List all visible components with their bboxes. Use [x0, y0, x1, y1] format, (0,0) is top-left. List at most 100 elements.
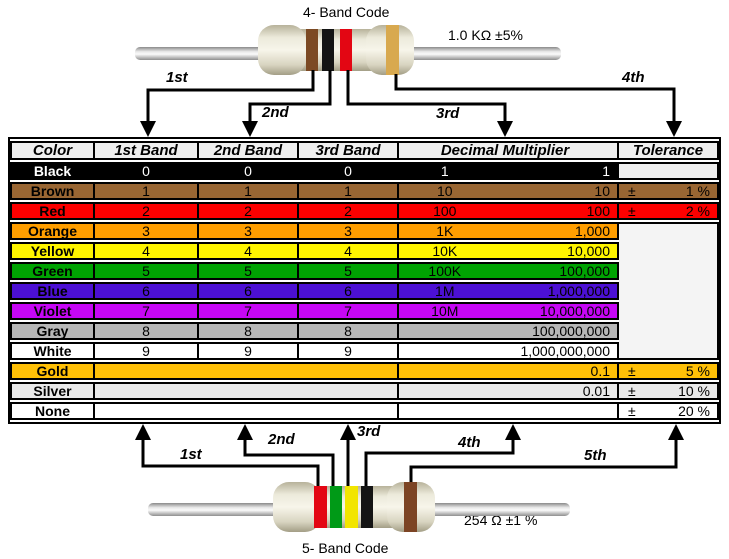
color-row-green: Green 5 5 5 100K 100,000 — [10, 262, 719, 280]
resistor-lead — [135, 47, 561, 60]
header-decimal-multiplier: Decimal Multiplier — [399, 141, 619, 160]
plus-minus-sign: ± — [628, 203, 636, 219]
color-name-cell: Gold — [10, 362, 95, 380]
resistor-body — [311, 486, 401, 528]
plus-minus-sign: ± — [628, 183, 636, 199]
tolerance-cell: ±5 % — [619, 362, 719, 380]
bottom-band-pointer-label-2: 2nd — [268, 431, 295, 448]
multiplier-value: 1 — [602, 163, 610, 179]
band3-cell: 9 — [299, 342, 399, 360]
bottom-band-pointer-label-1: 1st — [180, 446, 202, 463]
multiplier-prefix: 100K — [428, 263, 462, 279]
plus-minus-sign: ± — [628, 363, 636, 379]
color-row-yellow: Yellow 4 4 4 10K 10,000 — [10, 242, 719, 260]
plus-minus-sign: ± — [628, 383, 636, 399]
resistor-body-right-cap — [387, 482, 435, 532]
tolerance-value: 20 % — [678, 403, 710, 419]
header-tolerance: Tolerance — [619, 141, 719, 160]
color-name-cell: White — [10, 342, 95, 360]
bands-merged-cell — [95, 382, 399, 400]
resistor-body-left-cap — [273, 482, 321, 532]
top-band-pointer-label-1: 1st — [166, 69, 188, 86]
multiplier-value: 1,000 — [574, 223, 610, 239]
band1-cell: 4 — [95, 242, 199, 260]
tolerance-cell: ±10 % — [619, 382, 719, 400]
band1-cell: 7 — [95, 302, 199, 320]
color-name-cell: Green — [10, 262, 95, 280]
multiplier-value: 100,000 — [559, 263, 610, 279]
tolerance-value: 2 % — [685, 203, 710, 219]
multiplier-value: 10 — [594, 183, 610, 199]
multiplier-cell — [399, 402, 619, 420]
top-pointer-arrows — [146, 70, 676, 121]
red-band — [314, 486, 327, 528]
tolerance-merged-empty-cell — [619, 222, 719, 360]
color-name-cell: Black — [10, 162, 95, 180]
color-name-cell: Gray — [10, 322, 95, 340]
color-row-gold: Gold 0.1 ±5 % — [10, 362, 719, 380]
color-name-cell: Brown — [10, 182, 95, 200]
brown-band — [404, 482, 417, 532]
multiplier-cell: 1M 1,000,000 — [399, 282, 619, 300]
multiplier-value: 0.1 — [590, 363, 610, 379]
black-band — [361, 486, 373, 528]
top-band-pointer-label-4: 4th — [622, 69, 645, 86]
multiplier-cell: 100 100 — [399, 202, 619, 220]
band3-cell: 0 — [299, 162, 399, 180]
four-band-title: 4- Band Code — [303, 4, 390, 20]
band1-cell: 3 — [95, 222, 199, 240]
tolerance-cell: ±1 % — [619, 182, 719, 200]
color-row-red: Red 2 2 2 100 100 ±2 % — [10, 202, 719, 220]
five-band-title: 5- Band Code — [302, 540, 389, 556]
band2-cell: 9 — [199, 342, 299, 360]
band2-cell: 0 — [199, 162, 299, 180]
multiplier-cell: 100K 100,000 — [399, 262, 619, 280]
color-row-silver: Silver 0.01 ±10 % — [10, 382, 719, 400]
multiplier-prefix: 10M — [431, 303, 459, 319]
band3-cell: 3 — [299, 222, 399, 240]
plus-minus-sign: ± — [628, 403, 636, 419]
band2-cell: 1 — [199, 182, 299, 200]
band3-cell: 8 — [299, 322, 399, 340]
multiplier-cell: 100,000,000 — [399, 322, 619, 340]
color-row-orange: Orange 3 3 3 1K 1,000 — [10, 222, 719, 360]
tolerance-empty-cell — [619, 162, 719, 180]
bottom-pointer-arrowheads — [135, 424, 684, 440]
color-row-violet: Violet 7 7 7 10M 10,000,000 — [10, 302, 719, 320]
header-1st-band: 1st Band — [95, 141, 199, 160]
multiplier-cell: 10 10 — [399, 182, 619, 200]
band3-cell: 2 — [299, 202, 399, 220]
multiplier-value: 10,000 — [567, 243, 610, 259]
four-band-value-label: 1.0 KΩ ±5% — [448, 27, 523, 43]
band1-cell: 1 — [95, 182, 199, 200]
band2-cell: 6 — [199, 282, 299, 300]
band2-cell: 2 — [199, 202, 299, 220]
multiplier-prefix: 10 — [436, 183, 453, 199]
multiplier-value: 0.01 — [582, 383, 610, 399]
header-color: Color — [10, 141, 95, 160]
color-name-cell: Red — [10, 202, 95, 220]
multiplier-prefix — [399, 344, 491, 358]
multiplier-value: 100,000,000 — [532, 323, 610, 339]
band2-cell: 8 — [199, 322, 299, 340]
resistor-body — [296, 29, 380, 71]
color-row-brown: Brown 1 1 1 10 10 ±1 % — [10, 182, 719, 200]
top-band-pointer-label-2: 2nd — [262, 104, 289, 121]
multiplier-value: 1,000,000,000 — [520, 343, 610, 359]
color-name-cell: None — [10, 402, 95, 420]
band1-cell: 6 — [95, 282, 199, 300]
top-pointer-arrowheads — [140, 121, 682, 137]
band3-cell: 1 — [299, 182, 399, 200]
black-band — [322, 29, 334, 71]
color-name-cell: Blue — [10, 282, 95, 300]
band1-cell: 8 — [95, 322, 199, 340]
header-2nd-band: 2nd Band — [199, 141, 299, 160]
band3-cell: 5 — [299, 262, 399, 280]
bands-merged-cell — [95, 402, 399, 420]
multiplier-cell: 10M 10,000,000 — [399, 302, 619, 320]
color-name-cell: Yellow — [10, 242, 95, 260]
green-band — [330, 486, 342, 528]
multiplier-prefix: 100 — [433, 203, 457, 219]
